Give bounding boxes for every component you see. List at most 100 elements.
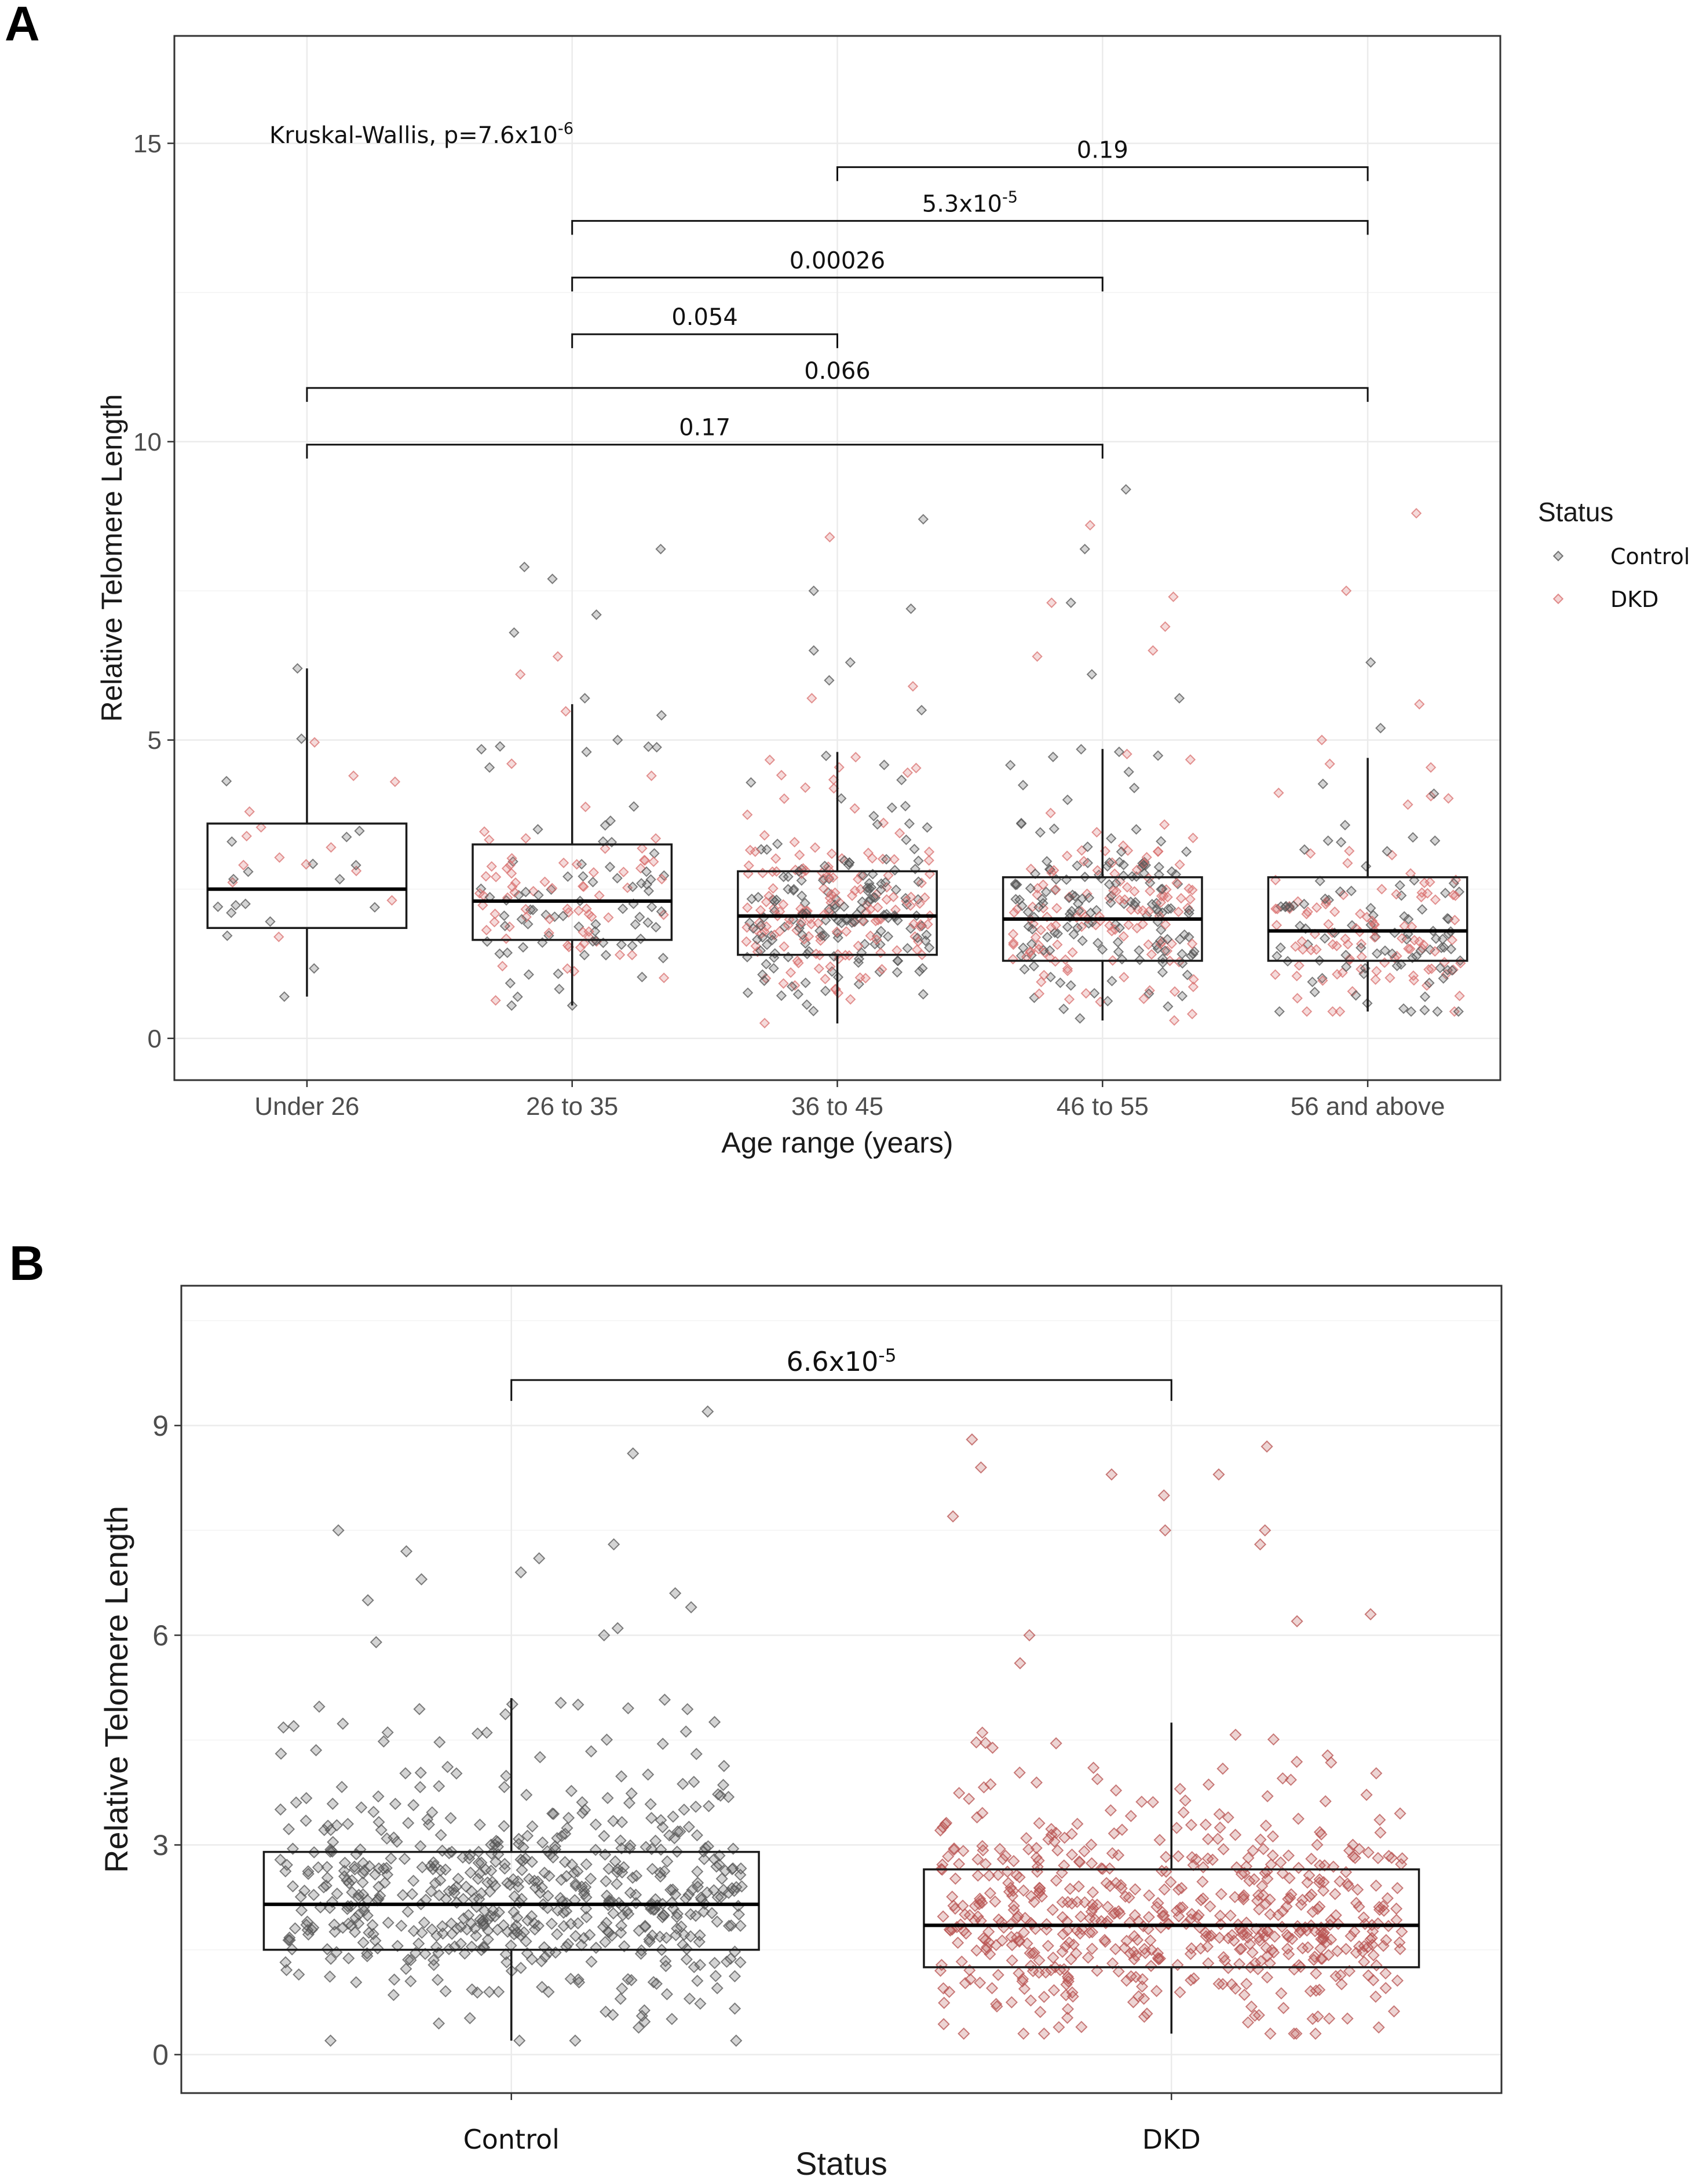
a-point [1089, 987, 1100, 999]
b-point [454, 1937, 467, 1950]
b-point [535, 1881, 549, 1894]
a-point [648, 856, 659, 868]
a-point [817, 930, 828, 941]
b-point [1313, 1826, 1327, 1838]
b-point [1342, 1879, 1355, 1893]
a-point [643, 741, 654, 752]
a-point [1183, 931, 1194, 943]
b-point [1190, 1911, 1204, 1924]
b-point [1131, 1933, 1144, 1947]
b-point [669, 1587, 682, 1600]
b-point [395, 1919, 408, 1932]
a-point [824, 675, 835, 686]
b-point [1346, 1838, 1360, 1852]
b-point [722, 1791, 735, 1803]
a-point [836, 793, 847, 804]
a-point [523, 919, 534, 930]
b-point [450, 1881, 463, 1893]
a-point [1131, 824, 1142, 835]
a-point [1402, 799, 1413, 810]
b-point [1229, 1728, 1242, 1742]
b-point [958, 2027, 970, 2040]
b-point [569, 2034, 582, 2047]
a-point [913, 855, 924, 866]
b-point [679, 1725, 692, 1738]
a-point [605, 815, 616, 826]
b-point [1267, 1946, 1280, 1959]
b-point [1058, 1859, 1070, 1872]
b-comparisons: 6.6x10-5 [510, 1345, 1172, 1401]
a-point [1446, 934, 1458, 946]
a-point [1045, 807, 1056, 819]
b-point [1033, 1954, 1046, 1967]
a-point [1408, 975, 1420, 986]
b-point [1145, 1944, 1158, 1956]
a-point [1273, 787, 1284, 799]
a-point [1036, 976, 1047, 987]
b-point [500, 1956, 513, 1969]
a-point [1086, 669, 1098, 680]
b-point [974, 1976, 986, 1989]
b-point [1254, 1833, 1267, 1846]
a-point [309, 963, 320, 974]
b-point [427, 1953, 440, 1966]
a-point [1189, 946, 1200, 957]
b-point [971, 1869, 984, 1882]
b-point [1313, 1859, 1327, 1872]
a-point [1129, 899, 1140, 910]
b-point [412, 1937, 425, 1950]
a-point [1156, 924, 1167, 935]
a-point [527, 904, 539, 916]
a-point [1331, 941, 1342, 952]
b-point [1313, 1900, 1326, 1913]
b-point [666, 2013, 678, 2025]
b-point [313, 1700, 326, 1713]
b-point [1160, 1850, 1172, 1863]
b-point [1277, 2002, 1290, 2014]
a-point [635, 933, 646, 945]
b-point [536, 1836, 549, 1849]
a-point [1335, 837, 1347, 848]
b-point [1264, 1908, 1277, 1921]
b-point [713, 1849, 726, 1862]
b-point [357, 1857, 370, 1870]
b-point [1358, 1955, 1371, 1969]
a-ytick-label: 5 [148, 726, 162, 755]
b-point [1070, 1947, 1083, 1960]
a-point [1365, 657, 1376, 668]
a-point [1010, 878, 1021, 890]
b-point [730, 2034, 743, 2047]
panel-label-b: B [9, 1236, 45, 1290]
b-point [1157, 1489, 1170, 1502]
b-point [318, 1824, 331, 1837]
a-point [792, 955, 803, 967]
b-panel-border [180, 1285, 1503, 2094]
b-ytick-label: 9 [152, 1410, 169, 1442]
b-point [607, 1907, 620, 1920]
a-point [1157, 883, 1168, 895]
b-point [712, 1788, 725, 1801]
b-point [539, 1951, 551, 1963]
b-point [565, 1784, 578, 1797]
b-point [1216, 1978, 1229, 1991]
a-point [614, 949, 626, 960]
b-point [510, 1919, 523, 1932]
b-point [1112, 1849, 1125, 1861]
b-point [708, 1956, 721, 1970]
b-point [572, 1698, 584, 1711]
b-point [1322, 1949, 1335, 1962]
b-point [1390, 1914, 1403, 1926]
a-point [1114, 857, 1125, 868]
a-point [617, 903, 629, 914]
b-point [599, 2005, 612, 2018]
b-point [984, 1887, 996, 1900]
b-point [1051, 1844, 1064, 1857]
a-point [1163, 1001, 1174, 1012]
a-point [900, 800, 911, 811]
a-point [1143, 873, 1154, 884]
a-point [856, 870, 867, 881]
a-point [744, 844, 756, 856]
b-point [1267, 1733, 1280, 1746]
a-point [921, 929, 932, 941]
a-point [341, 831, 352, 843]
